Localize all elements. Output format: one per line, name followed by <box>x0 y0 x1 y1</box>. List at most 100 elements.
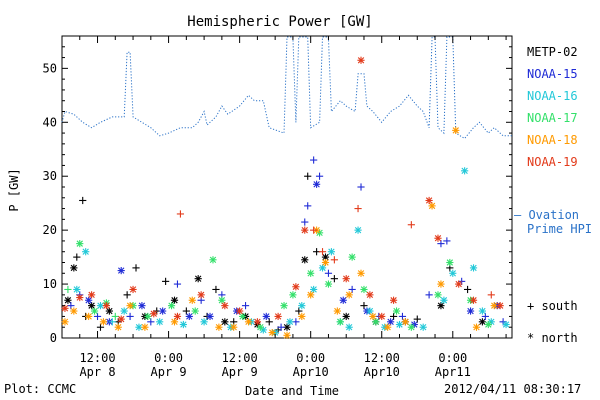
noaa-18-point <box>70 307 78 315</box>
x-tick-label-date: Apr 9 <box>151 365 187 379</box>
noaa-18-point <box>321 258 330 267</box>
x-tick-label-time: 0:00 <box>296 351 325 365</box>
plot-timestamp: 2012/04/11 08:30:17 <box>444 382 582 396</box>
noaa-18-point <box>333 307 341 315</box>
y-tick-label: 40 <box>43 115 57 129</box>
noaa-15-point <box>481 312 489 321</box>
noaa-18-point <box>307 291 315 299</box>
noaa-16-point <box>179 320 187 329</box>
noaa-19-point <box>221 302 229 310</box>
noaa-18-point <box>283 331 291 339</box>
legend-noaa-16: NOAA-16 <box>527 89 578 103</box>
noaa-18-point <box>357 269 365 277</box>
noaa-19-point <box>342 275 350 283</box>
legend-marker-north: * north <box>527 331 578 345</box>
noaa-15-point <box>443 237 451 245</box>
noaa-19-point <box>330 256 338 264</box>
noaa-19-point <box>301 226 309 234</box>
noaa-16-point <box>318 264 327 272</box>
noaa-16-point <box>469 264 478 272</box>
metp-02-point <box>413 315 421 323</box>
noaa-17-point <box>167 302 176 310</box>
ovation-hpi-line <box>61 36 512 140</box>
noaa-17-point <box>348 253 356 261</box>
noaa-15-point <box>348 285 356 294</box>
noaa-17-point <box>336 318 344 326</box>
noaa-15-point <box>277 323 285 331</box>
metp-02-point <box>304 172 312 180</box>
noaa-15-point <box>67 302 75 310</box>
noaa-15-point <box>93 312 102 321</box>
noaa-18-point <box>61 318 69 326</box>
noaa-18-point <box>369 312 377 321</box>
metp-02-point <box>478 318 486 326</box>
noaa-15-point <box>126 312 134 321</box>
noaa-17-point <box>209 256 217 264</box>
metp-02-point <box>301 256 309 264</box>
noaa-15-point <box>437 240 445 248</box>
noaa-17-point <box>280 302 288 310</box>
noaa-17-point <box>90 307 99 315</box>
noaa-18-point <box>141 323 149 331</box>
noaa-18-point <box>188 296 196 304</box>
metp-02-point <box>360 302 368 310</box>
noaa-19-point <box>173 312 182 321</box>
noaa-15-point <box>206 312 214 321</box>
noaa-15-point <box>185 312 193 321</box>
legend-marker-south: + south <box>527 299 578 313</box>
noaa-15-point <box>159 307 167 315</box>
metp-02-point <box>70 264 78 272</box>
metp-02-point <box>73 253 81 261</box>
noaa-16-point <box>354 226 362 234</box>
legend-noaa-18: NOAA-18 <box>527 133 578 147</box>
noaa-15-point <box>357 183 365 191</box>
noaa-18-point <box>85 312 93 321</box>
noaa-18-point <box>345 291 353 299</box>
noaa-16-point <box>395 320 404 329</box>
noaa-16-point <box>478 307 486 315</box>
noaa-16-point <box>286 318 294 326</box>
noaa-15-point <box>138 302 146 310</box>
noaa-18-point <box>230 323 238 331</box>
noaa-17-point <box>434 291 442 299</box>
legend-noaa-17: NOAA-17 <box>527 111 578 125</box>
noaa-19-point <box>176 210 185 218</box>
noaa-15-point <box>398 312 407 321</box>
noaa-16-point <box>298 302 306 310</box>
plot-source: Plot: CCMC <box>4 382 77 396</box>
noaa-19-point <box>61 304 69 312</box>
metp-02-point <box>64 296 72 304</box>
noaa-16-point <box>345 323 353 331</box>
chart-title: Hemispheric Power [GW] <box>187 14 372 30</box>
noaa-16-point <box>502 320 510 329</box>
metp-02-point <box>437 302 445 310</box>
metp-02-point <box>295 307 303 315</box>
metp-02-point <box>162 277 170 285</box>
legend: METP-02 NOAA-15 NOAA-16 NOAA-17 NOAA-18 NOAA-… <box>514 45 592 345</box>
metp-02-point <box>463 285 472 294</box>
metp-02-point <box>79 196 87 205</box>
noaa-17-point <box>392 307 401 315</box>
noaa-19-point <box>274 312 282 321</box>
noaa-17-point <box>238 312 247 321</box>
noaa-15-point <box>315 172 324 180</box>
noaa-15-point <box>313 180 321 188</box>
noaa-17-point <box>76 240 84 248</box>
noaa-17-point <box>111 312 119 321</box>
noaa-15-point <box>147 318 155 326</box>
x-tick-label-time: 0:00 <box>154 351 183 365</box>
noaa-18-point <box>268 329 276 337</box>
noaa-18-point <box>428 202 436 210</box>
x-tick-label-date: Apr 8 <box>79 365 115 379</box>
legend-metp-02: METP-02 <box>527 45 578 59</box>
metp-02-point <box>389 312 398 321</box>
legend-noaa-15: NOAA-15 <box>527 67 578 81</box>
noaa-15-point <box>310 156 318 164</box>
noaa-16-point <box>108 318 116 326</box>
noaa-19-point <box>366 291 374 299</box>
noaa-16-point <box>449 269 457 277</box>
noaa-16-point <box>73 285 81 294</box>
noaa-19-point <box>357 56 365 64</box>
